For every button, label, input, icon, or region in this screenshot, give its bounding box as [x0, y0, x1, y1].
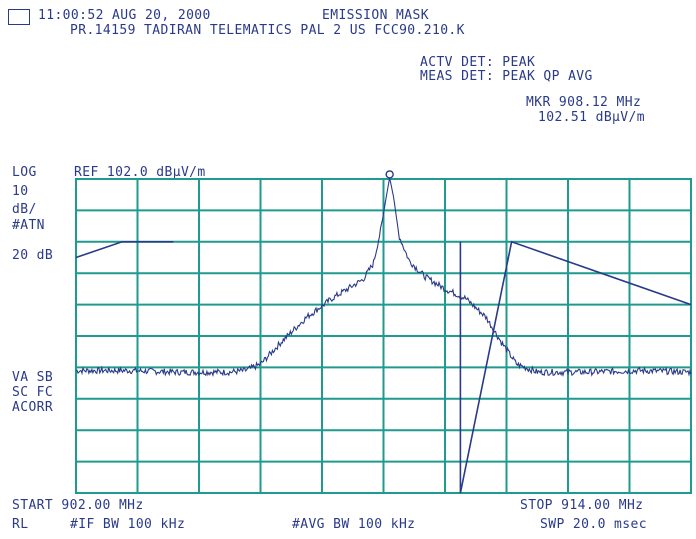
start-frequency: START 902.00 MHz	[12, 498, 144, 513]
attenuation-value: 20 dB	[12, 248, 54, 263]
sweep-time: SWP 20.0 msec	[540, 517, 647, 532]
header-title: EMISSION MASK	[322, 8, 429, 23]
header-timestamp: 11:00:52 AUG 20, 2000	[38, 8, 211, 23]
correction-label: ACORR	[12, 400, 54, 415]
spectrum-trace	[75, 178, 692, 378]
limit-line-right	[459, 240, 692, 494]
if-bandwidth: #IF BW 100 kHz	[70, 517, 186, 532]
analyzer-logo-icon	[8, 9, 30, 25]
active-detector-label: ACTV DET: PEAK	[420, 55, 536, 70]
stop-frequency: STOP 914.00 MHz	[520, 498, 644, 513]
peak-marker	[385, 170, 394, 179]
average-bandwidth: #AVG BW 100 kHz	[292, 517, 416, 532]
marker-frequency: MKR 908.12 MHz	[526, 95, 642, 110]
reference-level-label: REF 102.0 dBµV/m	[74, 165, 206, 180]
measure-detector-label: MEAS DET: PEAK QP AVG	[420, 69, 593, 84]
rl-label: RL	[12, 517, 29, 532]
division-unit-label: dB/	[12, 202, 37, 217]
limit-line-left	[75, 241, 174, 259]
marker-level: 102.51 dBµV/m	[538, 110, 645, 125]
va-sb-label: VA SB	[12, 370, 54, 385]
attenuation-label: #ATN	[12, 218, 45, 233]
scale-type-label: LOG	[12, 165, 37, 180]
division-value-label: 10	[12, 184, 29, 199]
sc-fc-label: SC FC	[12, 385, 54, 400]
header-subtitle: PR.14159 TADIRAN TELEMATICS PAL 2 US FCC…	[70, 23, 465, 38]
